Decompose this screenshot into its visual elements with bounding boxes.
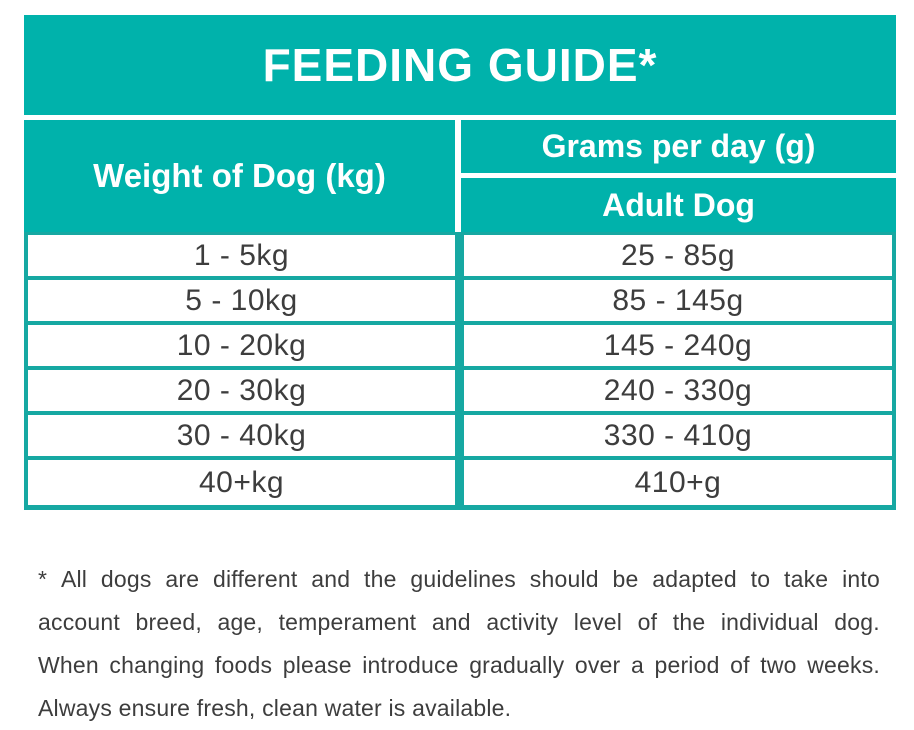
column-header-grams: Grams per day (g) [461,120,896,173]
weight-cell: 30 - 40kg [176,418,307,452]
table-row: 5 - 10kg 85 - 145g [28,280,892,325]
grams-cell: 85 - 145g [612,283,744,317]
column-header-grams-group: Grams per day (g) Adult Dog [461,120,896,232]
table-row: 20 - 30kg 240 - 330g [28,370,892,415]
column-header-grams-label: Grams per day (g) [541,128,816,164]
page-title: FEEDING GUIDE* [262,39,658,91]
footnote: * All dogs are different and the guidelines shou… [38,558,880,730]
column-divider [455,280,464,321]
column-header-adult-dog: Adult Dog [461,178,896,232]
column-header-weight: Weight of Dog (kg) [24,120,455,232]
grams-cell: 25 - 85g [620,238,736,272]
column-divider [455,235,464,276]
header-vertical-divider [455,120,461,232]
footnote-line: * All dogs are different and the guidelines shou… [38,566,880,592]
title-banner: FEEDING GUIDE* [24,15,896,115]
column-divider [455,460,464,505]
footnote-line: account breed, age, temperament and activity l… [38,609,880,635]
table-row: 10 - 20kg 145 - 240g [28,325,892,370]
column-header-adult-dog-label: Adult Dog [602,186,755,223]
table-row: 1 - 5kg 25 - 85g [28,235,892,280]
grams-cell: 410+g [634,465,722,499]
table-body: 1 - 5kg 25 - 85g 5 - 10kg 85 - 145g 10 -… [24,232,896,510]
table-row: 30 - 40kg 330 - 410g [28,415,892,460]
weight-cell: 40+kg [198,465,285,499]
table-row: 40+kg 410+g [28,460,892,505]
grams-cell: 145 - 240g [603,328,753,362]
weight-cell: 10 - 20kg [176,328,307,362]
table-header: Weight of Dog (kg) Grams per day (g) Adu… [24,120,896,232]
weight-cell: 1 - 5kg [193,238,290,272]
column-divider [455,415,464,456]
column-divider [455,370,464,411]
weight-cell: 5 - 10kg [185,283,298,317]
feeding-guide-table: FEEDING GUIDE* Weight of Dog (kg) Grams … [24,15,896,510]
footnote-line: Always ensure fresh, clean water is avai… [38,695,512,721]
column-divider [455,325,464,366]
footnote-line: When changing foods please introduce graduall… [38,652,880,678]
column-header-weight-label: Weight of Dog (kg) [93,157,386,194]
weight-cell: 20 - 30kg [176,373,307,407]
header-horizontal-divider [461,173,896,178]
grams-cell: 240 - 330g [603,373,753,407]
grams-cell: 330 - 410g [603,418,753,452]
